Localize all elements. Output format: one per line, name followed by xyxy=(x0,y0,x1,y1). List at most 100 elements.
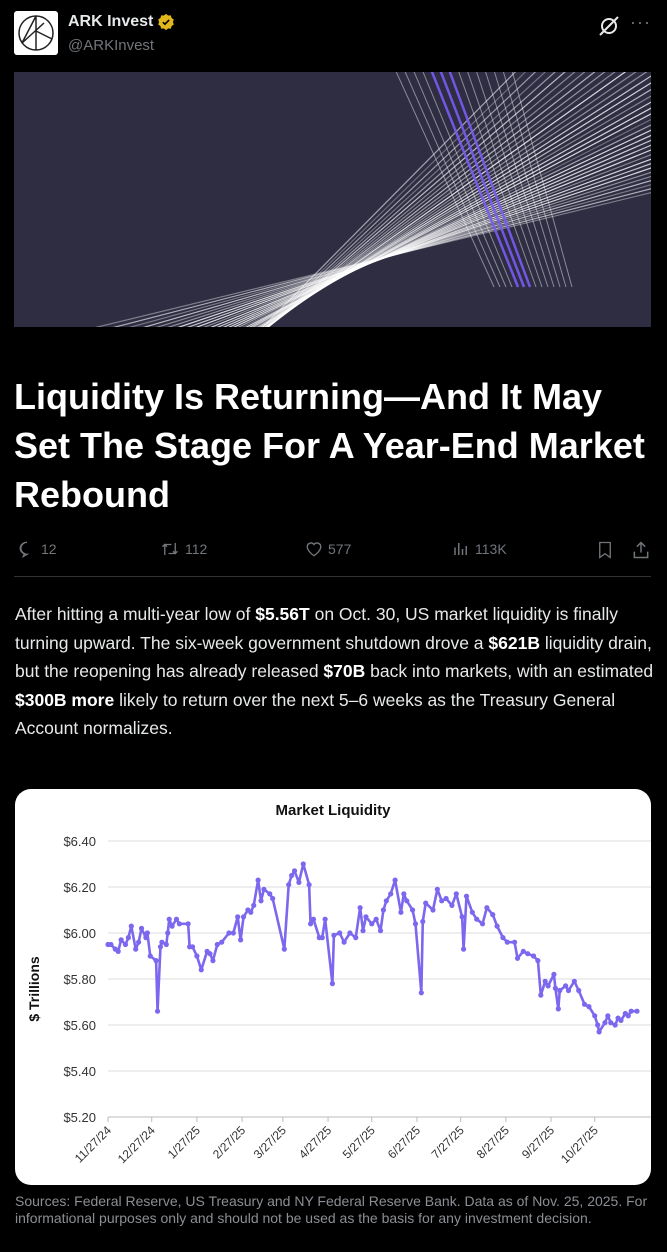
data-point xyxy=(286,882,291,887)
data-point xyxy=(199,967,204,972)
data-point xyxy=(543,979,548,984)
data-point xyxy=(525,951,530,956)
banner-ray xyxy=(14,72,651,327)
market-liquidity-chart: Market Liquidity$ Trillions$5.20$5.40$5.… xyxy=(15,789,651,1185)
data-point xyxy=(155,1009,160,1014)
y-tick-label: $5.20 xyxy=(63,1110,96,1125)
data-point xyxy=(133,947,138,952)
banner-ray xyxy=(14,72,651,327)
data-point xyxy=(136,940,141,945)
data-point xyxy=(270,896,275,901)
data-point xyxy=(566,988,571,993)
banner-ray xyxy=(14,155,651,327)
avatar[interactable] xyxy=(14,11,58,55)
y-tick-label: $5.40 xyxy=(63,1064,96,1079)
data-point xyxy=(419,990,424,995)
y-tick-label: $6.00 xyxy=(63,926,96,941)
data-point xyxy=(629,1009,634,1014)
data-point xyxy=(145,930,150,935)
data-point xyxy=(480,921,485,926)
banner-ray xyxy=(14,72,651,327)
repost-button[interactable]: 112 xyxy=(160,540,207,558)
banner-ray xyxy=(14,72,651,327)
data-point xyxy=(384,898,389,903)
like-button[interactable]: 577 xyxy=(305,540,351,558)
data-point xyxy=(546,983,551,988)
data-point xyxy=(235,914,240,919)
banner-ray xyxy=(14,72,651,327)
bookmark-icon[interactable] xyxy=(596,540,614,560)
y-tick-label: $6.40 xyxy=(63,834,96,849)
data-point xyxy=(164,942,169,947)
data-point xyxy=(392,878,397,883)
data-point xyxy=(296,880,301,885)
banner-ray xyxy=(14,159,651,327)
banner-ray xyxy=(14,169,651,327)
data-point xyxy=(126,935,131,940)
x-tick-label: 10/27/25 xyxy=(558,1123,601,1166)
data-point xyxy=(341,940,346,945)
data-point xyxy=(231,930,236,935)
data-point xyxy=(108,942,113,947)
data-point xyxy=(238,937,243,942)
data-point xyxy=(597,1029,602,1034)
data-point xyxy=(308,921,313,926)
data-point xyxy=(143,935,148,940)
grok-icon[interactable] xyxy=(597,14,621,38)
repost-icon xyxy=(160,540,180,558)
data-point xyxy=(311,917,316,922)
data-point xyxy=(331,933,336,938)
data-point xyxy=(360,928,365,933)
banner-ray xyxy=(14,72,651,327)
data-point xyxy=(248,910,253,915)
data-point xyxy=(369,921,374,926)
data-point xyxy=(170,924,175,929)
data-point xyxy=(307,882,312,887)
data-point xyxy=(289,873,294,878)
author-handle[interactable]: @ARKInvest xyxy=(68,37,154,54)
reply-button[interactable]: 12 xyxy=(18,540,57,558)
data-point xyxy=(474,917,479,922)
y-tick-label: $6.20 xyxy=(63,880,96,895)
data-point xyxy=(219,940,224,945)
banner-ray xyxy=(14,86,651,327)
data-point xyxy=(378,928,383,933)
data-point xyxy=(563,983,568,988)
banner-ray xyxy=(14,72,651,327)
banner-ray xyxy=(14,123,651,327)
data-point xyxy=(148,953,153,958)
heart-icon xyxy=(305,540,323,558)
data-point xyxy=(515,956,520,961)
data-point xyxy=(410,907,415,912)
data-point xyxy=(190,944,195,949)
data-point xyxy=(572,979,577,984)
data-point xyxy=(167,917,172,922)
x-tick-label: 7/27/25 xyxy=(429,1123,467,1161)
data-point xyxy=(256,878,261,883)
data-point xyxy=(613,1022,618,1027)
data-point xyxy=(116,949,121,954)
data-point xyxy=(261,887,266,892)
data-point xyxy=(301,861,306,866)
x-tick-label: 4/27/25 xyxy=(296,1123,334,1161)
data-point xyxy=(494,924,499,929)
data-point xyxy=(538,993,543,998)
data-point xyxy=(401,891,406,896)
author-name[interactable]: ARK Invest xyxy=(68,13,175,31)
data-point xyxy=(605,1013,610,1018)
data-point xyxy=(174,917,179,922)
share-icon[interactable] xyxy=(631,540,651,560)
data-point xyxy=(464,894,469,899)
more-options-icon[interactable]: ··· xyxy=(630,12,651,33)
x-tick-label: 2/27/25 xyxy=(210,1123,248,1161)
data-point xyxy=(443,896,448,901)
x-tick-label: 8/27/25 xyxy=(474,1123,512,1161)
x-tick-label: 9/27/25 xyxy=(519,1123,557,1161)
data-point xyxy=(323,917,328,922)
data-point xyxy=(123,942,128,947)
x-tick-label: 5/27/25 xyxy=(340,1123,378,1161)
views-button[interactable]: 113K xyxy=(452,540,507,558)
banner-ray xyxy=(14,72,651,327)
data-point xyxy=(420,919,425,924)
data-point xyxy=(337,930,342,935)
